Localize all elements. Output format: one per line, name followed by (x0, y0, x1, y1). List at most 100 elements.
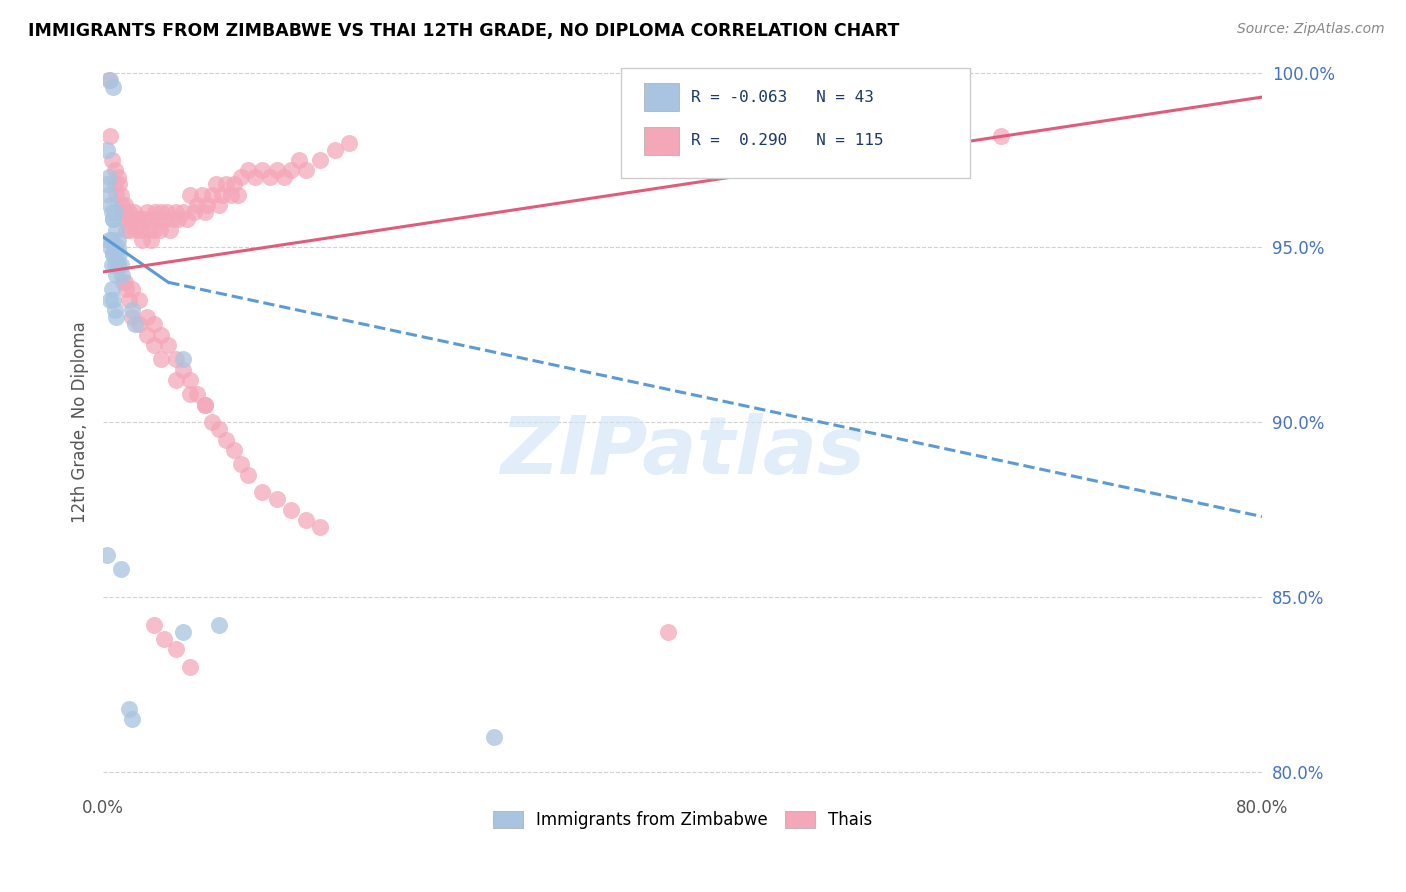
Point (150, 352, 173, 367)
Point (143, 205, 166, 219)
Point (179, 188, 201, 202)
Point (103, 212, 125, 227)
Point (142, 618, 165, 632)
Point (172, 624, 194, 639)
Point (104, 178, 127, 192)
Point (266, 492, 288, 507)
Point (97, 72, 120, 87)
Point (165, 205, 187, 219)
Point (108, 178, 131, 192)
Point (205, 178, 228, 192)
Point (165, 352, 187, 367)
Point (129, 223, 152, 237)
FancyBboxPatch shape (621, 68, 970, 178)
Point (153, 632, 176, 646)
Point (932, 143, 955, 157)
Point (111, 198, 134, 212)
Point (103, 247, 125, 261)
Point (222, 178, 245, 192)
Point (172, 352, 194, 367)
Point (252, 485, 274, 500)
Point (122, 205, 145, 219)
Point (128, 318, 150, 332)
Point (96, 178, 118, 192)
Text: ZIPatlas: ZIPatlas (501, 412, 865, 491)
Point (132, 212, 155, 227)
Point (118, 223, 141, 237)
Point (135, 205, 157, 219)
Point (167, 212, 190, 227)
Point (222, 443, 245, 458)
Point (226, 188, 249, 202)
Point (186, 198, 208, 212)
Point (142, 338, 165, 352)
Point (141, 212, 163, 227)
Point (107, 258, 129, 272)
Point (172, 205, 194, 219)
Point (236, 467, 259, 482)
Point (124, 223, 146, 237)
Point (97, 170, 120, 185)
Point (104, 303, 127, 318)
Text: R =  0.290   N = 115: R = 0.290 N = 115 (690, 133, 883, 148)
Point (176, 212, 198, 227)
Point (162, 212, 184, 227)
Point (104, 205, 127, 219)
Point (252, 163, 274, 178)
Point (179, 660, 201, 674)
Point (193, 205, 215, 219)
Point (215, 178, 238, 192)
Point (128, 293, 150, 307)
Point (121, 303, 143, 318)
Point (101, 282, 124, 296)
Point (153, 212, 176, 227)
Point (97, 188, 120, 202)
Point (208, 198, 231, 212)
Point (112, 205, 135, 219)
Point (150, 327, 173, 342)
Point (125, 212, 148, 227)
Point (96, 143, 118, 157)
Point (197, 198, 219, 212)
Point (111, 268, 134, 283)
Point (148, 212, 170, 227)
Point (100, 198, 122, 212)
Point (107, 258, 129, 272)
Point (107, 234, 129, 248)
Point (323, 143, 346, 157)
Point (103, 212, 125, 227)
Point (128, 212, 150, 227)
Point (186, 387, 208, 401)
Point (156, 205, 179, 219)
Point (124, 318, 146, 332)
Point (142, 223, 165, 237)
Bar (644, 83, 679, 112)
Point (115, 223, 138, 237)
Point (131, 234, 153, 248)
Point (309, 520, 332, 534)
Point (100, 128, 122, 143)
Point (149, 223, 172, 237)
Point (115, 282, 138, 296)
Point (101, 234, 124, 248)
Point (118, 205, 141, 219)
Point (280, 502, 302, 516)
Point (309, 153, 332, 167)
Point (295, 163, 318, 178)
Point (120, 212, 142, 227)
Point (105, 268, 128, 283)
Point (105, 188, 128, 202)
Point (215, 433, 238, 447)
Y-axis label: 12th Grade, No Diploma: 12th Grade, No Diploma (72, 321, 89, 523)
Point (110, 258, 132, 272)
Text: R = -0.063   N = 43: R = -0.063 N = 43 (690, 90, 873, 104)
Point (121, 212, 143, 227)
Point (179, 373, 201, 387)
Point (211, 188, 233, 202)
Point (236, 163, 259, 178)
Point (179, 387, 201, 401)
Point (100, 293, 122, 307)
Point (229, 457, 252, 471)
Point (201, 415, 224, 429)
Point (114, 198, 136, 212)
